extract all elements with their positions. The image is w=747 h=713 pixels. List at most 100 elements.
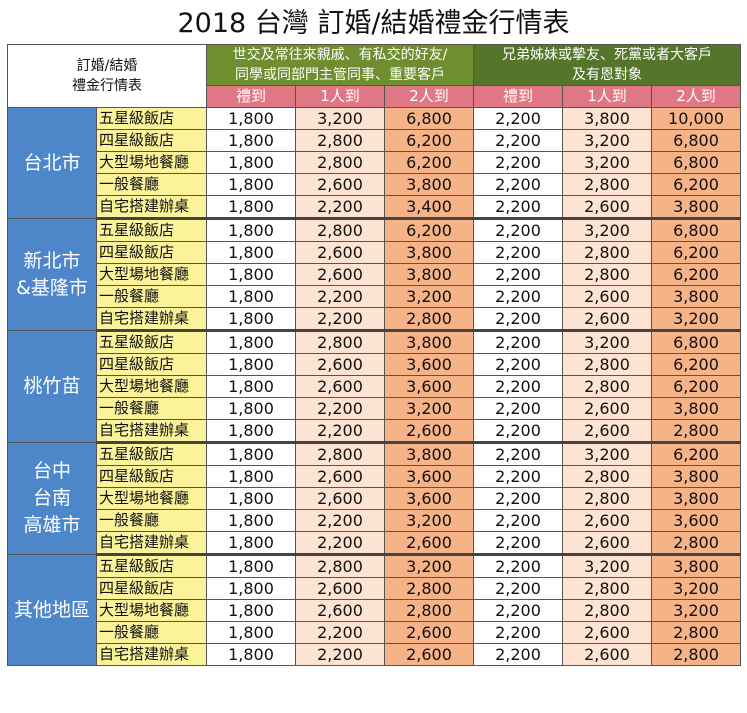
gift-amount-cell: 2,600 <box>295 263 385 286</box>
gift-amount-cell: 2,200 <box>295 531 385 556</box>
gift-amount-cell: 2,200 <box>473 173 563 196</box>
gift-amount-cell: 2,800 <box>384 307 474 332</box>
gift-amount-cell: 2,800 <box>650 621 742 644</box>
region-label: 新北市 &基隆市 <box>7 218 97 331</box>
venue-type: 一般餐廳 <box>96 285 207 308</box>
gift-amount-cell: 1,800 <box>206 129 296 152</box>
region-name-line: 台南 <box>32 487 71 509</box>
gift-amount-cell: 1,800 <box>206 375 296 398</box>
gift-amount-cell: 2,200 <box>295 419 385 444</box>
gift-amount-cell: 3,200 <box>562 129 652 152</box>
gift-amount-cell: 1,800 <box>206 442 296 466</box>
gift-amount-cell: 2,600 <box>562 195 652 220</box>
gift-amount-cell: 3,800 <box>384 263 474 286</box>
sub-column-header: 1人到 <box>562 85 652 108</box>
gift-amount-cell: 2,600 <box>295 577 385 600</box>
gift-amount-cell: 3,200 <box>650 307 742 332</box>
gift-amount-cell: 3,200 <box>384 397 474 420</box>
sub-column-header: 禮到 <box>473 85 563 108</box>
group-b-header: 兄弟姊妹或摯友、死黨或者大客戶 及有恩對象 <box>472 44 742 86</box>
table-row: 自宅搭建辦桌 1,800 2,200 2,600 2,200 2,600 2,800 <box>8 531 742 556</box>
gift-amount-cell: 2,200 <box>473 307 563 332</box>
corner-header: 訂婚/結婚 禮金行情表 <box>7 44 207 108</box>
gift-amount-cell: 2,200 <box>473 129 563 152</box>
gift-amount-cell: 3,600 <box>384 487 474 510</box>
region-name-line: &基隆市 <box>16 276 88 299</box>
gift-amount-cell: 1,800 <box>206 285 296 308</box>
region-label: 台中 台南 高雄市 <box>7 442 97 555</box>
table-row: 台中 台南 高雄市 五星級飯店 1,800 2,800 3,800 2,200 3,200 6,2… <box>7 442 742 555</box>
gift-amount-cell: 2,200 <box>295 643 385 666</box>
gift-amount-cell: 2,800 <box>650 531 742 556</box>
gift-amount-cell: 3,800 <box>650 487 742 510</box>
table-row: 一般餐廳 1,800 2,200 3,200 2,200 2,600 3,800 <box>8 397 742 420</box>
gift-amount-cell: 1,800 <box>206 353 296 376</box>
table-row: 自宅搭建辦桌 1,800 2,200 2,800 2,200 2,600 3,200 <box>8 307 742 332</box>
gift-amount-cell: 2,200 <box>473 151 563 174</box>
region-name-line: 桃竹苗 <box>23 375 81 397</box>
gift-amount-cell: 2,800 <box>562 577 652 600</box>
gift-amount-cell: 1,800 <box>206 487 296 510</box>
gift-amount-cell: 2,800 <box>562 173 652 196</box>
gift-amount-cell: 6,800 <box>650 129 742 152</box>
gift-amount-cell: 3,800 <box>384 330 474 354</box>
gift-amount-cell: 2,600 <box>384 419 474 444</box>
gift-amount-cell: 1,800 <box>206 531 296 556</box>
gift-amount-cell: 2,800 <box>562 599 652 622</box>
gift-money-table: 訂婚/結婚 禮金行情表 世交及常往來親戚、有私交的好友/ 同學或同部門主管同事、… <box>7 44 742 666</box>
sub-column-header: 2人到 <box>384 85 474 108</box>
group-a-line-1: 世交及常往來親戚、有私交的好友/ <box>232 47 448 63</box>
gift-amount-cell: 1,800 <box>206 107 296 130</box>
gift-amount-cell: 6,200 <box>384 151 474 174</box>
gift-amount-cell: 2,600 <box>562 643 652 666</box>
gift-amount-cell: 2,200 <box>473 285 563 308</box>
venue-type: 大型場地餐廳 <box>96 599 207 622</box>
gift-amount-cell: 2,200 <box>473 487 563 510</box>
gift-amount-cell: 1,800 <box>206 509 296 532</box>
corner-line-2: 禮金行情表 <box>72 78 142 94</box>
gift-amount-cell: 2,800 <box>384 577 474 600</box>
gift-amount-cell: 2,800 <box>562 353 652 376</box>
gift-amount-cell: 2,200 <box>295 509 385 532</box>
table-row: 四星級飯店 1,800 2,600 3,600 2,200 2,800 6,200 <box>8 353 742 376</box>
gift-amount-cell: 2,200 <box>473 419 563 444</box>
gift-amount-cell: 2,600 <box>384 621 474 644</box>
venue-type: 四星級飯店 <box>96 129 207 152</box>
gift-amount-cell: 3,200 <box>562 330 652 354</box>
gift-amount-cell: 3,400 <box>384 195 474 220</box>
gift-amount-cell: 2,200 <box>295 285 385 308</box>
table-row: 大型場地餐廳 1,800 2,600 3,600 2,200 2,800 6,200 <box>8 375 742 398</box>
gift-amount-cell: 2,200 <box>473 241 563 264</box>
gift-amount-cell: 3,800 <box>384 173 474 196</box>
page-title: 2018 台灣 訂婚/結婚禮金行情表 <box>177 8 570 39</box>
gift-amount-cell: 3,800 <box>650 465 742 488</box>
venue-type: 自宅搭建辦桌 <box>96 643 207 666</box>
venue-type: 大型場地餐廳 <box>96 375 207 398</box>
gift-amount-cell: 2,600 <box>562 419 652 444</box>
venue-type: 一般餐廳 <box>96 397 207 420</box>
gift-amount-cell: 2,600 <box>384 531 474 556</box>
gift-amount-cell: 2,200 <box>473 107 563 130</box>
gift-amount-cell: 2,800 <box>295 129 385 152</box>
gift-amount-cell: 3,200 <box>562 218 652 242</box>
gift-amount-cell: 2,800 <box>384 599 474 622</box>
gift-amount-cell: 3,800 <box>384 442 474 466</box>
venue-type: 四星級飯店 <box>96 241 207 264</box>
gift-amount-cell: 2,600 <box>562 285 652 308</box>
gift-amount-cell: 1,800 <box>206 241 296 264</box>
venue-type: 大型場地餐廳 <box>96 263 207 286</box>
gift-amount-cell: 2,200 <box>473 531 563 556</box>
gift-amount-cell: 3,200 <box>384 554 474 578</box>
gift-amount-cell: 3,600 <box>650 509 742 532</box>
gift-amount-cell: 1,800 <box>206 151 296 174</box>
table-row: 其他地區 五星級飯店 1,800 2,800 3,200 2,200 3,200 3,800 <box>7 554 742 666</box>
gift-amount-cell: 2,200 <box>473 397 563 420</box>
gift-amount-cell: 3,200 <box>650 599 742 622</box>
group-a-line-2: 同學或同部門主管同事、重要客戶 <box>235 67 445 83</box>
table-row: 一般餐廳 1,800 2,200 2,600 2,200 2,600 2,800 <box>8 621 742 644</box>
venue-type: 大型場地餐廳 <box>96 487 207 510</box>
gift-amount-cell: 6,800 <box>384 107 474 130</box>
gift-amount-cell: 2,800 <box>295 151 385 174</box>
gift-amount-cell: 2,600 <box>562 509 652 532</box>
gift-amount-cell: 2,200 <box>473 263 563 286</box>
